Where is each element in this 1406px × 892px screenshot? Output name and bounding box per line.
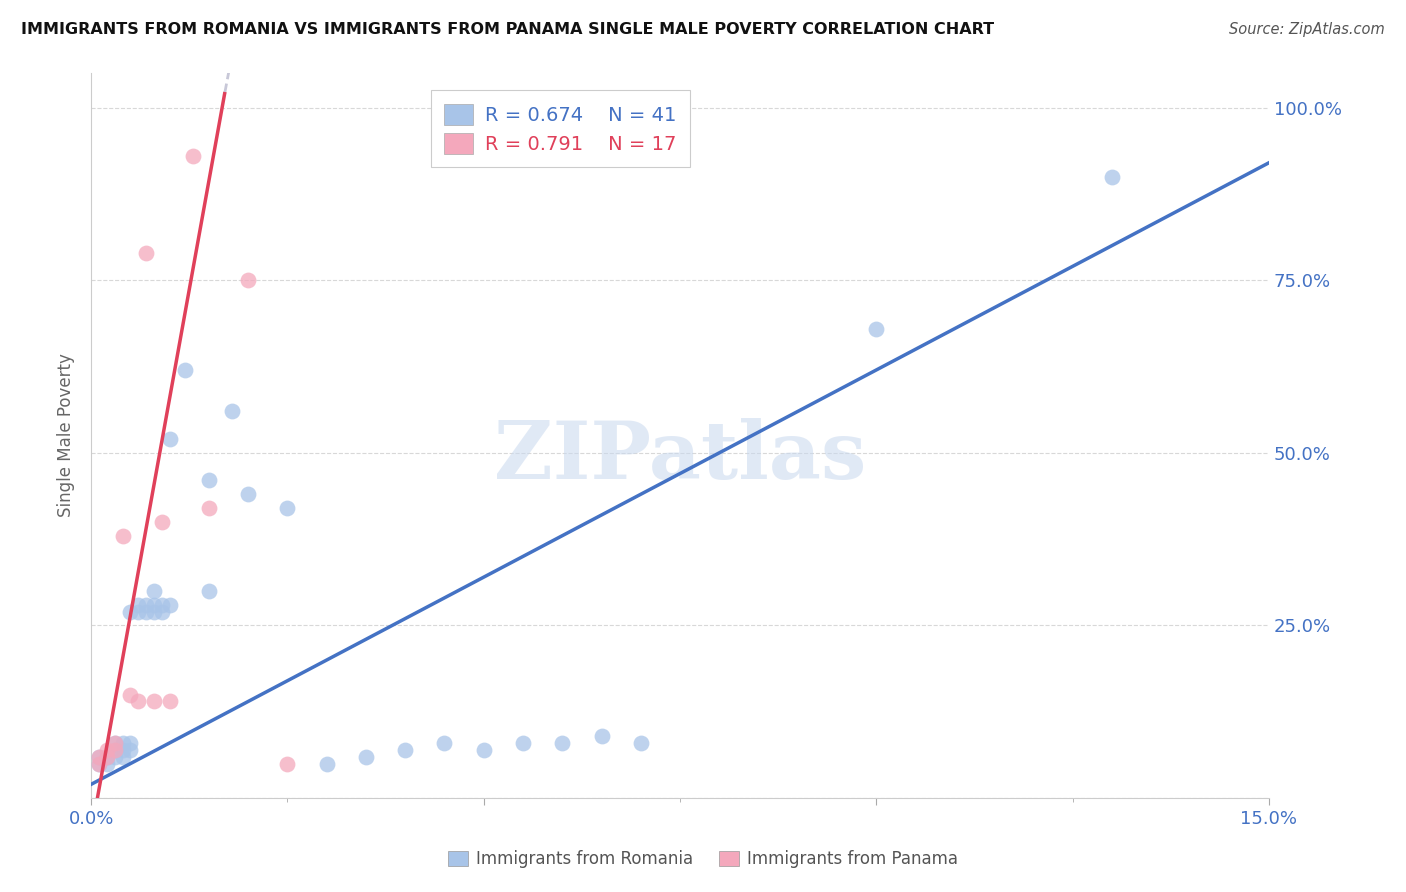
Point [198,474,221,488]
Point [159,694,181,708]
Point [87,749,110,764]
Point [104,736,127,750]
Point [433,736,456,750]
Point [127,598,149,612]
Point [104,743,127,757]
Point [238,487,260,501]
Point [150,605,173,619]
Point [221,404,243,418]
Point [104,743,127,757]
Point [104,736,127,750]
Point [143,605,166,619]
Point [630,736,652,750]
Point [551,736,574,750]
Text: ZIPatlas: ZIPatlas [494,418,866,496]
Point [111,743,134,757]
Y-axis label: Single Male Poverty: Single Male Poverty [58,353,75,517]
Point [96,749,118,764]
Point [315,756,337,771]
Point [276,501,298,516]
Point [174,363,197,377]
Point [159,432,181,446]
Point [87,756,110,771]
Point [120,605,142,619]
Point [120,688,142,702]
Point [1101,169,1123,184]
Point [96,743,118,757]
Point [198,583,221,598]
Point [143,583,166,598]
Point [198,501,221,516]
Point [111,749,134,764]
Point [865,321,887,335]
Point [591,729,613,743]
Point [104,749,127,764]
Point [472,743,495,757]
Point [143,598,166,612]
Point [394,743,416,757]
Point [96,749,118,764]
Point [512,736,534,750]
Point [111,736,134,750]
Point [238,273,260,287]
Point [135,598,157,612]
Point [120,736,142,750]
Point [150,598,173,612]
Point [354,749,377,764]
Text: Source: ZipAtlas.com: Source: ZipAtlas.com [1229,22,1385,37]
Text: IMMIGRANTS FROM ROMANIA VS IMMIGRANTS FROM PANAMA SINGLE MALE POVERTY CORRELATIO: IMMIGRANTS FROM ROMANIA VS IMMIGRANTS FR… [21,22,994,37]
Legend: Immigrants from Romania, Immigrants from Panama: Immigrants from Romania, Immigrants from… [441,844,965,875]
Point [87,749,110,764]
Point [87,756,110,771]
Point [143,694,166,708]
Point [135,245,157,260]
Point [120,743,142,757]
Point [135,605,157,619]
Legend: R = 0.674    N = 41, R = 0.791    N = 17: R = 0.674 N = 41, R = 0.791 N = 17 [430,90,690,168]
Point [96,756,118,771]
Point [127,694,149,708]
Point [111,529,134,543]
Point [159,598,181,612]
Point [150,515,173,529]
Point [181,149,204,163]
Point [276,756,298,771]
Point [127,605,149,619]
